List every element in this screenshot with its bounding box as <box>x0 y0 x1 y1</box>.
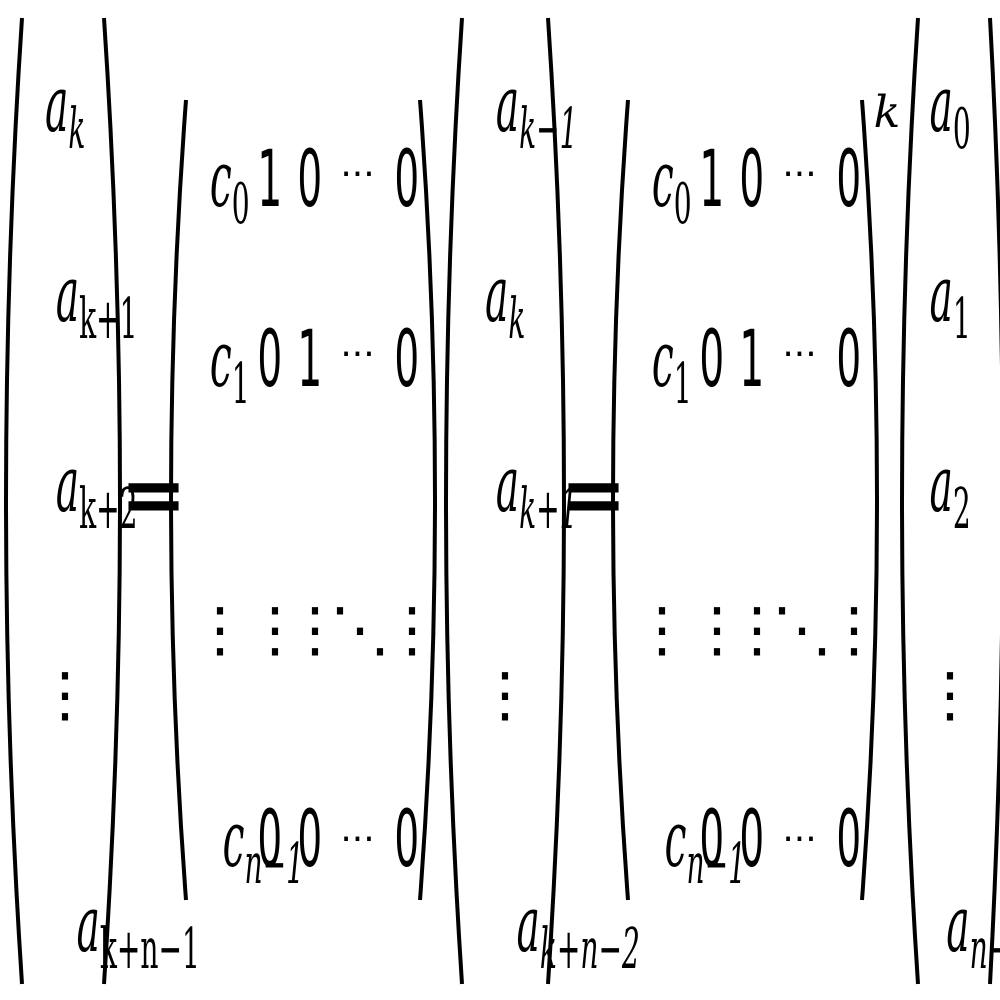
matrix1-cell: 0 <box>394 135 420 225</box>
matrix2-cell: 0 <box>739 135 765 225</box>
matrix2-cell: 0 <box>739 795 765 885</box>
matrix2-cell: 0 <box>699 795 725 885</box>
middle-entry: ak <box>484 250 526 352</box>
lhs-entry: ak+1 <box>55 250 138 352</box>
matrix1-cdots: ··· <box>340 819 375 860</box>
matrix1-cell: 0 <box>257 795 283 885</box>
matrix2-vdots: ⋮ <box>824 595 884 665</box>
matrix2-cdots: ··· <box>782 154 817 195</box>
matrix1-cell: c0 <box>209 135 250 237</box>
matrix1-cell: 1 <box>297 315 323 405</box>
matrix1-vdots: ⋮ <box>382 595 442 665</box>
rhs-entry: an−1 <box>946 880 1000 982</box>
middle-entry: ak+1 <box>495 440 578 542</box>
matrix2-vdots: ⋮ <box>727 595 787 665</box>
lhs-entry: ak+2 <box>55 440 138 542</box>
rhs-vdots: ⋮ <box>920 660 980 730</box>
matrix2-vdots: ⋮ <box>632 595 692 665</box>
matrix1-cell: 0 <box>297 795 323 885</box>
matrix2-vdots: ⋮ <box>687 595 747 665</box>
matrix2-cell: 0 <box>836 135 862 225</box>
matrix2-cell: cn−1 <box>664 795 746 897</box>
matrix1-cell: c1 <box>209 315 250 417</box>
matrix1-cell: 0 <box>394 795 420 885</box>
matrix1-cell: 1 <box>257 135 283 225</box>
matrix-power-exponent: k <box>873 87 901 138</box>
equals-sign: = <box>120 448 188 541</box>
equals-sign: = <box>560 448 628 541</box>
matrix2-cell: c0 <box>651 135 692 237</box>
matrix2-ddots: ⋱ <box>772 595 832 665</box>
matrix2-cell: 1 <box>699 135 725 225</box>
matrix1-cell: 0 <box>257 315 283 405</box>
matrix1-vdots: ⋮ <box>190 595 250 665</box>
lhs-entry: ak+n−1 <box>76 880 200 982</box>
matrix1-vdots: ⋮ <box>285 595 345 665</box>
matrix2-cdots: ··· <box>782 334 817 375</box>
matrix1-ddots: ⋱ <box>330 595 390 665</box>
matrix2-cell: 0 <box>836 315 862 405</box>
matrix1-cell: 0 <box>297 135 323 225</box>
middle-vdots: ⋮ <box>475 660 535 730</box>
matrix2-cell: 1 <box>739 315 765 405</box>
matrix1-cell: cn−1 <box>222 795 304 897</box>
matrix2-cell: 0 <box>699 315 725 405</box>
middle-entry: ak+n−2 <box>516 880 640 982</box>
matrix1-cdots: ··· <box>340 334 375 375</box>
matrix2-cdots: ··· <box>782 819 817 860</box>
matrix2-cell: 0 <box>836 795 862 885</box>
matrix1-cdots: ··· <box>340 154 375 195</box>
rhs-entry: a1 <box>929 250 971 352</box>
rhs-entry: a2 <box>929 440 971 542</box>
lhs-entry: ak <box>44 60 86 162</box>
rhs-entry: a0 <box>929 60 971 162</box>
matrix2-cell: c1 <box>651 315 692 417</box>
matrix1-vdots: ⋮ <box>245 595 305 665</box>
matrix1-cell: 0 <box>394 315 420 405</box>
lhs-vdots: ⋮ <box>35 660 95 730</box>
middle-entry: ak−1 <box>495 60 578 162</box>
